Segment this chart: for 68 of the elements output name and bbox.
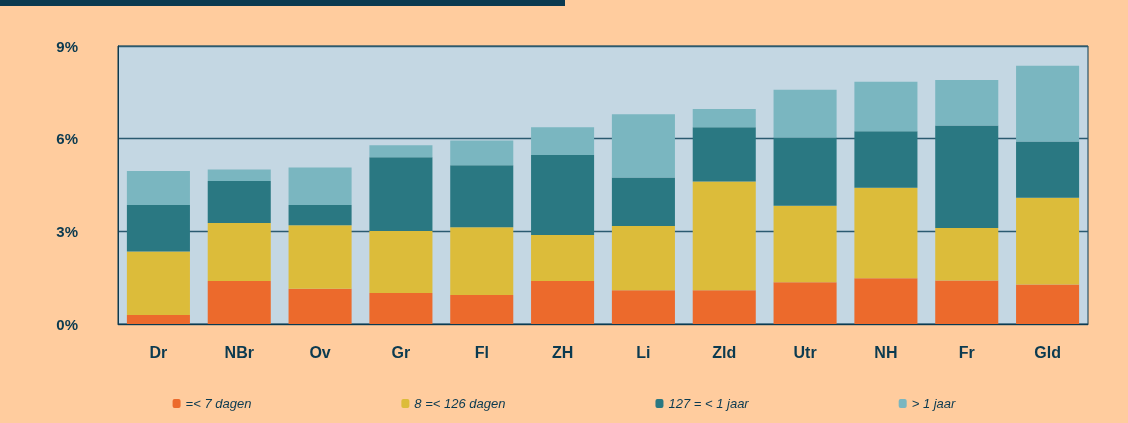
x-tick-label: NBr: [224, 343, 254, 361]
bar: [692, 290, 756, 324]
bar: [207, 169, 271, 181]
bar: [450, 294, 514, 324]
bar: [611, 177, 675, 227]
legend-label: 8 =< 126 dagen: [414, 396, 506, 411]
bar: [288, 167, 352, 206]
x-tick-label: Utr: [793, 343, 817, 361]
bar: [1016, 141, 1080, 198]
bar: [854, 131, 918, 188]
bar: [369, 145, 433, 158]
x-tick-label: NH: [874, 343, 898, 361]
x-tick-label: Gr: [391, 343, 411, 361]
x-tick-label: Dr: [149, 343, 168, 361]
bar: [935, 227, 999, 281]
bar: [450, 227, 514, 295]
bar: [207, 180, 271, 223]
bar: [611, 226, 675, 291]
bar: [450, 140, 514, 166]
x-tick-label: Li: [636, 343, 651, 361]
y-tick-label: 3%: [56, 222, 78, 240]
y-tick-label: 9%: [56, 37, 78, 55]
x-tick-label: Fl: [474, 343, 489, 361]
bar: [611, 290, 675, 324]
bar: [288, 205, 352, 226]
bar: [207, 222, 271, 282]
bar: [126, 205, 190, 252]
bar: [369, 157, 433, 232]
bar: [531, 235, 595, 282]
bar: [773, 89, 837, 138]
x-tick-label: ZH: [551, 343, 574, 361]
y-tick-label: 6%: [56, 130, 78, 148]
y-tick-label: 0%: [56, 315, 78, 333]
bar: [854, 187, 918, 279]
bar: [1016, 284, 1080, 324]
bar: [531, 155, 595, 236]
bar: [935, 125, 999, 228]
bar: [207, 281, 271, 324]
bar: [369, 231, 433, 294]
bar: [935, 280, 999, 324]
bar: [531, 127, 595, 156]
bar: [773, 205, 837, 283]
bar: [126, 251, 190, 316]
bar: [692, 109, 756, 128]
bar: [369, 293, 433, 324]
bar: [126, 171, 190, 206]
legend-label: =< 7 dagen: [185, 396, 252, 411]
bar: [288, 225, 352, 289]
bar: [1016, 65, 1080, 142]
x-tick-label: Zld: [712, 343, 737, 361]
bar: [773, 137, 837, 206]
x-tick-label: Fr: [958, 343, 975, 361]
legend-label: > 1 jaar: [911, 396, 957, 411]
bar: [692, 127, 756, 182]
bar: [288, 288, 352, 324]
legend-label: 127 = < 1 jaar: [668, 396, 750, 411]
bar: [854, 81, 918, 132]
bar: [854, 278, 918, 324]
x-tick-label: Gld: [1034, 343, 1061, 361]
bar: [935, 79, 999, 126]
x-tick-label: Ov: [309, 343, 331, 361]
bar: [611, 114, 675, 178]
bar: [531, 281, 595, 324]
bar: [692, 181, 756, 291]
bar: [126, 315, 190, 324]
bar: [773, 282, 837, 324]
bar: [450, 165, 514, 228]
bar: [1016, 197, 1080, 285]
